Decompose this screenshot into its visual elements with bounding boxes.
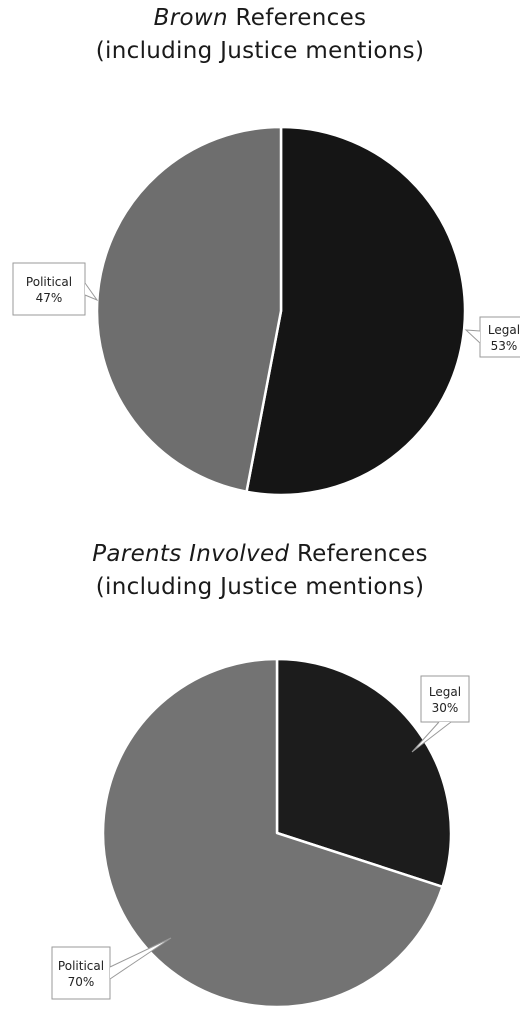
callout-pointer	[84, 282, 99, 302]
data-label-legal: Legal 30%	[411, 675, 470, 753]
callout-pointer	[411, 721, 452, 753]
data-label-political: Political 47%	[12, 262, 99, 316]
pie-slice-legal	[245, 125, 467, 497]
pie-plot: Legal 53% Political 47%	[12, 125, 520, 497]
callout-pointer	[109, 937, 172, 980]
slice-value-label: 53%	[491, 339, 518, 353]
slice-label: Political	[26, 275, 72, 289]
chart-subtitle: (including Justice mentions)	[95, 38, 425, 64]
slice-label: Legal	[429, 685, 461, 699]
slice-label: Legal	[488, 323, 520, 337]
chart-title: Parents Involved References (including J…	[0, 538, 520, 604]
chart-title-rest: References	[235, 5, 367, 31]
data-label-legal: Legal 53%	[464, 316, 520, 358]
chart-subtitle: (including Justice mentions)	[95, 574, 425, 600]
chart-title-rest: References	[296, 541, 428, 567]
pie-slice-legal	[275, 657, 453, 889]
callout-pointer	[464, 329, 481, 344]
pie-slice-political	[101, 657, 444, 1009]
slice-value-label: 70%	[68, 975, 95, 989]
callout-box	[51, 946, 111, 1000]
chart-title-italic: Brown	[153, 5, 228, 31]
slice-value-label: 47%	[36, 291, 63, 305]
parents-involved-pie-chart: Parents Involved References (including J…	[0, 520, 520, 1011]
slice-value-label: 30%	[432, 701, 459, 715]
pie-plot: Legal 30% Political 70%	[51, 657, 470, 1009]
pie-slice-political	[95, 125, 283, 493]
slice-label: Political	[58, 959, 104, 973]
callout-box	[12, 262, 86, 316]
brown-pie-chart: Brown References (including Justice ment…	[0, 0, 520, 505]
callout-box	[479, 316, 520, 358]
chart-title: Brown References (including Justice ment…	[0, 2, 520, 68]
data-label-political: Political 70%	[51, 937, 172, 1000]
callout-box	[420, 675, 470, 723]
chart-title-italic: Parents Involved	[92, 541, 290, 567]
